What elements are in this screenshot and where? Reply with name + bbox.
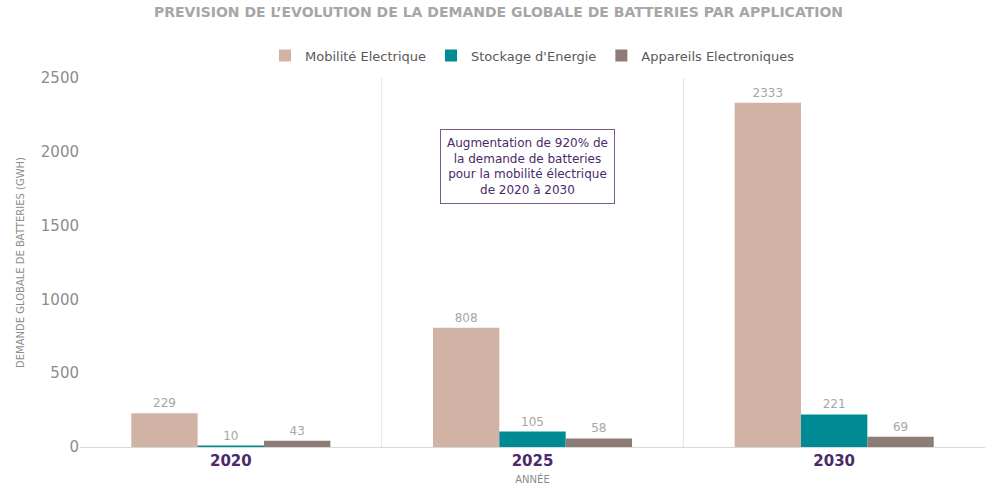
svg-text:229: 229	[153, 396, 176, 410]
svg-text:1500: 1500	[41, 217, 79, 235]
svg-text:1000: 1000	[41, 291, 79, 309]
svg-text:2030: 2030	[813, 452, 855, 470]
svg-text:Augmentation de 920% dela dema: Augmentation de 920% dela demande de bat…	[447, 136, 608, 197]
svg-text:2500: 2500	[41, 69, 79, 87]
svg-text:2000: 2000	[41, 143, 79, 161]
svg-text:808: 808	[455, 311, 478, 325]
svg-text:58: 58	[591, 421, 606, 435]
svg-text:2020: 2020	[210, 452, 252, 470]
svg-text:500: 500	[50, 364, 79, 382]
svg-text:43: 43	[290, 424, 305, 438]
svg-text:Appareils Electroniques: Appareils Electroniques	[641, 49, 794, 64]
svg-text:2025: 2025	[512, 452, 554, 470]
svg-text:Mobilité Electrique: Mobilité Electrique	[305, 49, 426, 64]
svg-text:DEMANDE GLOBALE DE BATTERIES (: DEMANDE GLOBALE DE BATTERIES (GWH)	[15, 157, 26, 368]
svg-text:10: 10	[223, 429, 238, 443]
svg-text:Stockage d'Energie: Stockage d'Energie	[471, 49, 596, 64]
svg-text:0: 0	[69, 438, 79, 456]
svg-text:2333: 2333	[753, 86, 784, 100]
svg-text:221: 221	[823, 397, 846, 411]
svg-text:ANNÉE: ANNÉE	[515, 473, 549, 485]
svg-text:PREVISION DE L’EVOLUTION DE LA: PREVISION DE L’EVOLUTION DE LA DEMANDE G…	[154, 4, 843, 20]
svg-text:69: 69	[893, 420, 908, 434]
svg-text:105: 105	[521, 415, 544, 429]
